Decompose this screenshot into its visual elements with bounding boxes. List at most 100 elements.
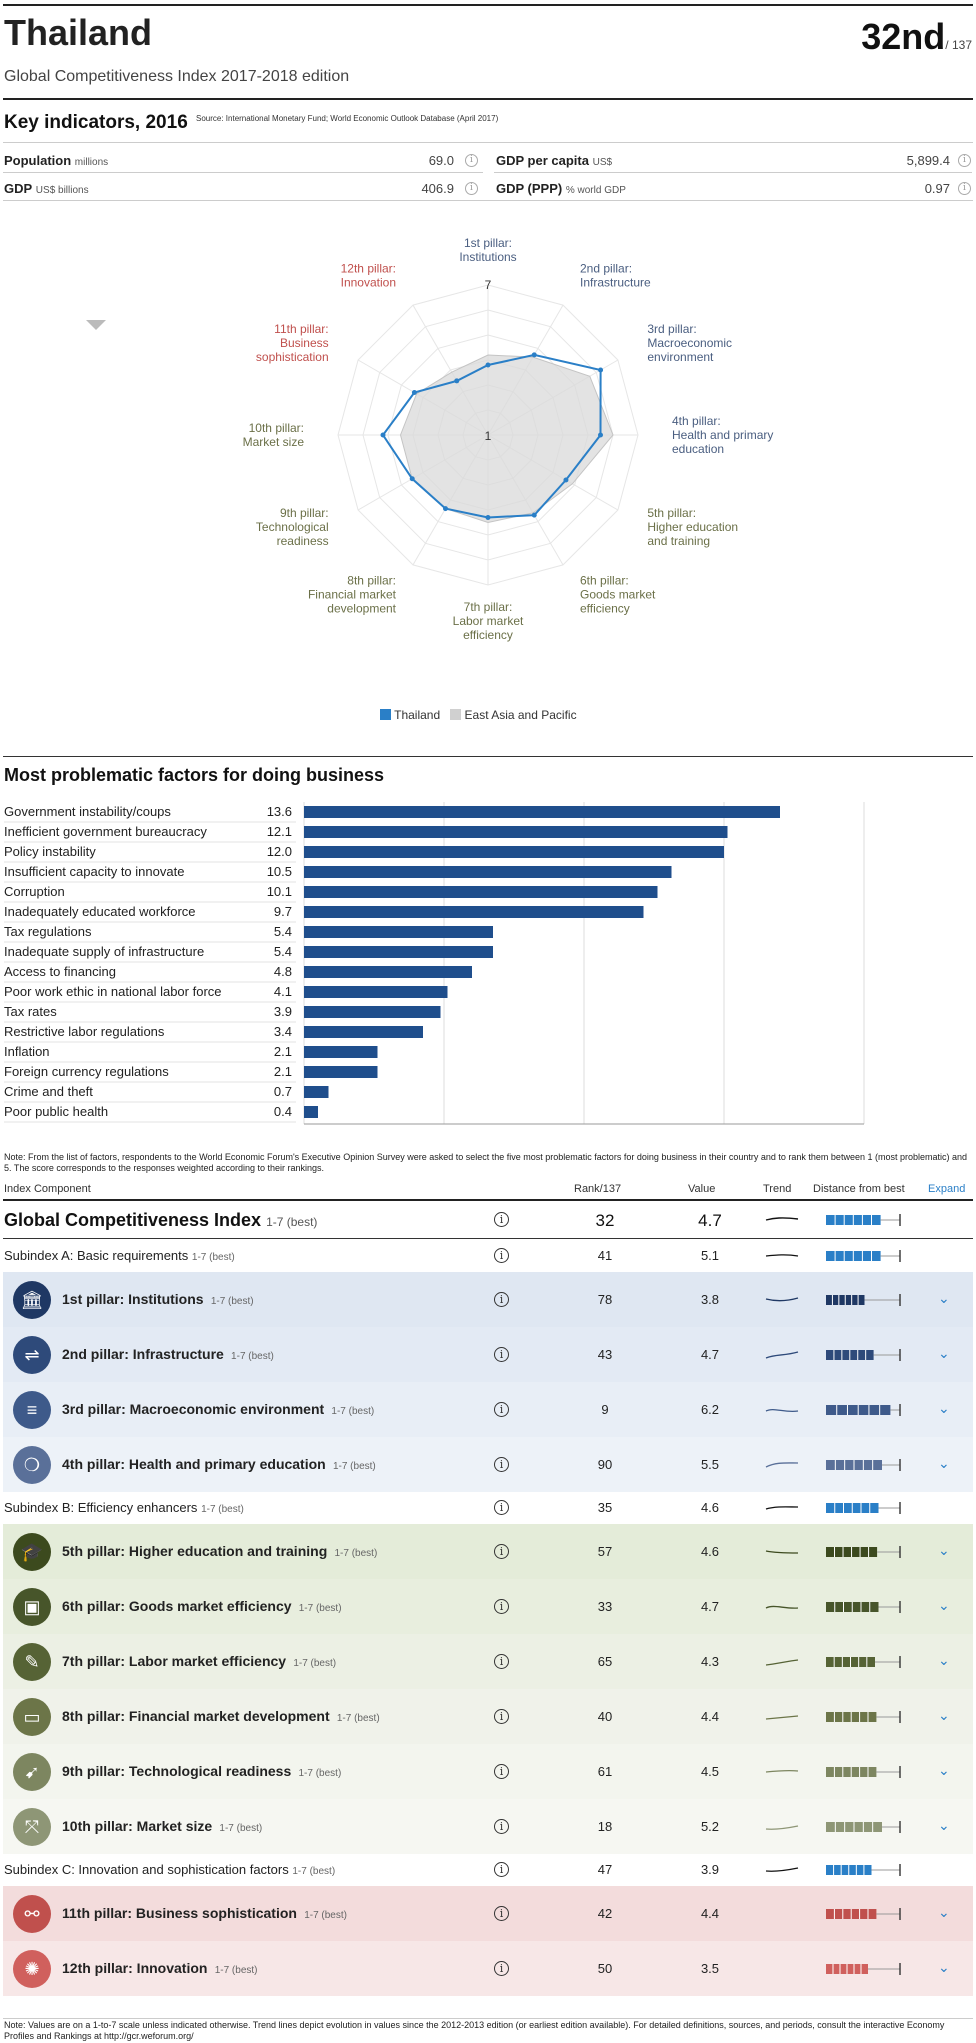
pillar-row[interactable]: ⇌ 2nd pillar: Infrastructure 1-7 (best) ⌄ i… [3, 1327, 973, 1382]
info-icon[interactable]: i [494, 1708, 509, 1724]
radar-point-thailand [531, 352, 537, 358]
info-icon[interactable]: i [494, 1248, 509, 1263]
pillar-label[interactable]: 6th pillar: Goods market efficiency 1-7 … [62, 1598, 342, 1614]
radar-axis-label-line: Business [280, 336, 329, 350]
pillar-name: 6th pillar: Goods market efficiency [62, 1597, 292, 1614]
radar-axis-label: 8th pillar: Financial market development [308, 573, 397, 615]
info-icon[interactable]: i [494, 1456, 509, 1472]
bar [304, 906, 644, 918]
info-icon[interactable]: i [465, 182, 478, 195]
radar-point-thailand [598, 432, 603, 438]
building-icon: 🏛 [13, 1280, 51, 1319]
pillar-label[interactable]: 1st pillar: Institutions 1-7 (best) [62, 1291, 254, 1307]
pillar-label[interactable]: 2nd pillar: Infrastructure 1-7 (best) [62, 1346, 274, 1362]
gci-value: 4.7 [698, 1211, 722, 1230]
pillar-row[interactable]: 🎓 5th pillar: Higher education and traini… [3, 1524, 973, 1579]
pillar-scale: 1-7 (best) [293, 1657, 337, 1669]
gci-label: Global Competitiveness Index [4, 1210, 262, 1230]
pillar-row[interactable]: ✺ 12th pillar: Innovation 1-7 (best) ⌄ i 50 3… [3, 1941, 973, 1996]
radar-axis-label-line: Innovation [341, 276, 396, 290]
expand-all-link[interactable]: Expand [928, 1183, 966, 1195]
chevron-down-icon[interactable]: ⌄ [938, 1761, 950, 1778]
pillar-label[interactable]: 8th pillar: Financial market development… [62, 1708, 380, 1724]
pillar-name: 1st pillar: Institutions [62, 1290, 204, 1307]
info-icon[interactable]: i [958, 154, 971, 167]
info-icon[interactable]: i [494, 1212, 509, 1227]
info-icon[interactable]: i [494, 1500, 509, 1515]
legend-label-region: East Asia and Pacific [464, 708, 577, 722]
chevron-down-icon[interactable]: ⌄ [938, 1454, 950, 1471]
radar-scale-min: 1 [485, 429, 492, 443]
info-icon[interactable]: i [494, 1401, 509, 1417]
value-cell: 4.6 [700, 1543, 720, 1559]
chevron-down-icon[interactable]: ⌄ [938, 1344, 950, 1361]
pillar-row[interactable]: ▭ 8th pillar: Financial market developmen… [3, 1689, 973, 1744]
cursor-icon: ➹ [13, 1752, 51, 1791]
header-rank: Rank/137 [574, 1183, 622, 1195]
info-icon[interactable]: i [494, 1960, 509, 1976]
value-cell: 4.4 [700, 1708, 720, 1724]
pillar-label[interactable]: 4th pillar: Health and primary education… [62, 1456, 376, 1472]
legend-swatch-thailand [380, 709, 391, 720]
pillar-label[interactable]: 9th pillar: Technological readiness 1-7 … [62, 1763, 341, 1779]
radar-axis-label-line: 12th pillar: [341, 262, 396, 276]
legend-label-thailand: Thailand [394, 708, 441, 722]
radar-axis-label-line: and training [647, 534, 710, 548]
value-cell: 5.1 [700, 1248, 720, 1263]
dropdown-arrow-icon[interactable] [86, 320, 106, 332]
indicator-gdp-per-capita: GDP per capita US$ [496, 153, 612, 168]
info-icon[interactable]: i [494, 1543, 509, 1559]
bar [304, 806, 780, 818]
header-value: Value [688, 1183, 716, 1195]
pillar-label[interactable]: 11th pillar: Business sophistication 1-7… [62, 1905, 347, 1921]
pillar-label[interactable]: 5th pillar: Higher education and trainin… [62, 1543, 377, 1559]
pillar-label[interactable]: 7th pillar: Labor market efficiency 1-7 … [62, 1653, 336, 1669]
pillar-label[interactable]: 3rd pillar: Macroeconomic environment 1-… [62, 1401, 374, 1417]
radar-axis-label-line: Institutions [459, 250, 516, 264]
chevron-down-icon[interactable]: ⌄ [938, 1816, 950, 1833]
chevron-down-icon[interactable]: ⌄ [938, 1903, 950, 1920]
info-icon[interactable]: i [494, 1763, 509, 1779]
chevron-down-icon[interactable]: ⌄ [938, 1289, 950, 1306]
chevron-down-icon[interactable]: ⌄ [938, 1706, 950, 1723]
info-icon[interactable]: i [465, 154, 478, 167]
info-icon[interactable]: i [494, 1598, 509, 1614]
chevron-down-icon[interactable]: ⌄ [938, 1596, 950, 1613]
subindex-row: Subindex A: Basic requirements 1-7 (best… [3, 1240, 973, 1272]
radar-axis-label: 5th pillar: Higher education and training [647, 506, 738, 548]
chevron-down-icon[interactable]: ⌄ [938, 1651, 950, 1668]
pillar-label[interactable]: 10th pillar: Market size 1-7 (best) [62, 1818, 262, 1834]
pillar-row[interactable]: ✎ 7th pillar: Labor market efficiency 1-7… [3, 1634, 973, 1689]
pillar-scale: 1-7 (best) [304, 1909, 347, 1921]
pillar-row[interactable]: ❍ 4th pillar: Health and primary educatio… [3, 1437, 973, 1492]
header-component: Index Component [4, 1183, 91, 1195]
section-rule [3, 98, 973, 100]
pillar-row[interactable]: 🏛 1st pillar: Institutions 1-7 (best) ⌄ i 78… [3, 1272, 973, 1327]
pillar-row[interactable]: ▣ 6th pillar: Goods market efficiency 1-7… [3, 1579, 973, 1634]
info-icon[interactable]: i [958, 182, 971, 195]
indicator-label: GDP (PPP) [496, 181, 563, 196]
pillar-row[interactable]: ⤧ 10th pillar: Market size 1-7 (best) ⌄ i 18… [3, 1799, 973, 1854]
bulb-icon: ✺ [13, 1949, 51, 1988]
distance-bar [826, 1600, 901, 1613]
bar [304, 926, 493, 938]
bar-category-label: Access to financing [4, 964, 116, 979]
info-icon[interactable]: i [494, 1653, 509, 1669]
radar-axis-label-line: education [672, 442, 724, 456]
info-icon[interactable]: i [494, 1346, 509, 1362]
rank-cell: 61 [597, 1763, 613, 1779]
bar-value-label: 10.1 [267, 884, 292, 899]
bar-value-label: 4.8 [274, 964, 292, 979]
pillar-row[interactable]: ➹ 9th pillar: Technological readiness 1-7… [3, 1744, 973, 1799]
info-icon[interactable]: i [494, 1291, 509, 1307]
indicator-value: 0.97 [924, 181, 950, 196]
chevron-down-icon[interactable]: ⌄ [938, 1541, 950, 1558]
chevron-down-icon[interactable]: ⌄ [938, 1958, 950, 1975]
info-icon[interactable]: i [494, 1818, 509, 1834]
info-icon[interactable]: i [494, 1862, 509, 1877]
pillar-row[interactable]: ⚯ 11th pillar: Business sophistication 1-… [3, 1886, 973, 1941]
pillar-label[interactable]: 12th pillar: Innovation 1-7 (best) [62, 1960, 258, 1976]
pillar-row[interactable]: ≡ 3rd pillar: Macroeconomic environment 1… [3, 1382, 973, 1437]
info-icon[interactable]: i [494, 1905, 509, 1921]
chevron-down-icon[interactable]: ⌄ [938, 1399, 950, 1416]
